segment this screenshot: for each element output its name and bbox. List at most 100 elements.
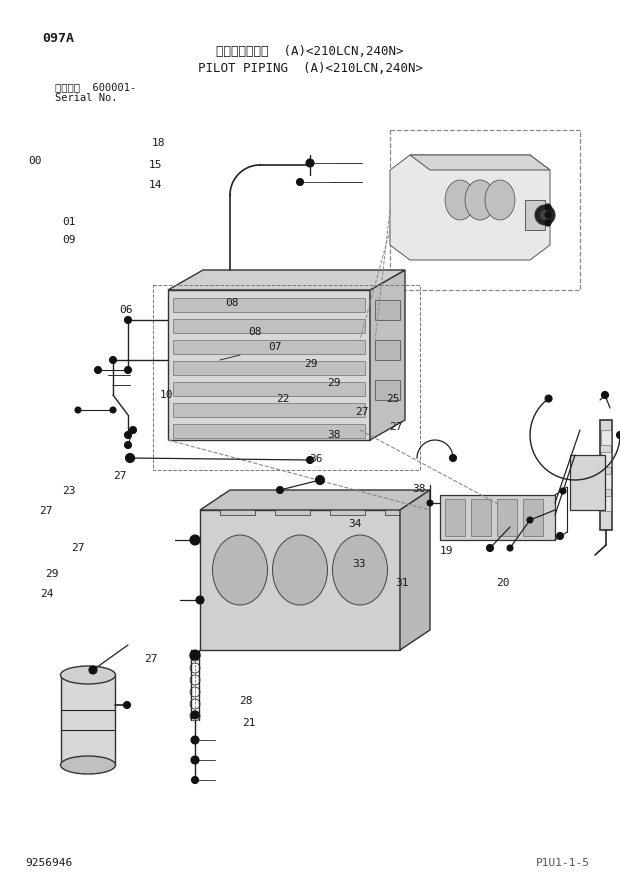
Polygon shape bbox=[471, 499, 491, 536]
Polygon shape bbox=[525, 200, 545, 230]
Circle shape bbox=[306, 159, 314, 167]
Text: パイロット配管  (A)<210LCN,240N>: パイロット配管 (A)<210LCN,240N> bbox=[216, 45, 404, 58]
Polygon shape bbox=[168, 290, 370, 440]
Text: P1U1-1-5: P1U1-1-5 bbox=[536, 858, 590, 868]
Polygon shape bbox=[570, 455, 605, 510]
Circle shape bbox=[110, 357, 117, 364]
Polygon shape bbox=[601, 474, 611, 489]
Circle shape bbox=[560, 488, 566, 494]
Polygon shape bbox=[370, 270, 405, 440]
Circle shape bbox=[507, 545, 513, 551]
Circle shape bbox=[190, 535, 200, 545]
Ellipse shape bbox=[465, 180, 495, 220]
Polygon shape bbox=[385, 495, 420, 515]
Text: 10: 10 bbox=[160, 390, 174, 399]
Circle shape bbox=[196, 596, 204, 604]
Circle shape bbox=[191, 736, 199, 744]
Circle shape bbox=[545, 204, 551, 210]
Circle shape bbox=[450, 455, 456, 462]
Text: 適用号機  600001-: 適用号機 600001- bbox=[55, 82, 136, 92]
Text: 34: 34 bbox=[348, 519, 362, 529]
Text: 097A: 097A bbox=[42, 32, 74, 45]
Text: 15: 15 bbox=[149, 160, 162, 170]
Circle shape bbox=[110, 407, 116, 413]
Ellipse shape bbox=[61, 666, 115, 684]
Polygon shape bbox=[61, 675, 115, 765]
Polygon shape bbox=[497, 499, 517, 536]
Text: 38: 38 bbox=[327, 430, 340, 440]
Polygon shape bbox=[330, 495, 365, 515]
Circle shape bbox=[277, 486, 283, 493]
Text: 28: 28 bbox=[239, 696, 252, 706]
Circle shape bbox=[191, 756, 199, 764]
Polygon shape bbox=[173, 319, 365, 333]
Text: 08: 08 bbox=[225, 298, 239, 307]
Circle shape bbox=[535, 205, 555, 225]
Polygon shape bbox=[200, 490, 430, 510]
Polygon shape bbox=[173, 361, 365, 375]
Polygon shape bbox=[600, 420, 612, 530]
Polygon shape bbox=[390, 155, 550, 260]
Polygon shape bbox=[173, 298, 365, 312]
Circle shape bbox=[125, 432, 131, 439]
Polygon shape bbox=[375, 300, 400, 320]
Circle shape bbox=[545, 395, 552, 402]
Text: 08: 08 bbox=[248, 327, 262, 336]
Text: 27: 27 bbox=[389, 422, 403, 432]
Circle shape bbox=[75, 407, 81, 413]
Circle shape bbox=[545, 220, 551, 226]
Ellipse shape bbox=[273, 535, 327, 605]
Polygon shape bbox=[173, 382, 365, 396]
Text: 31: 31 bbox=[396, 578, 409, 588]
Text: 06: 06 bbox=[119, 305, 133, 314]
Text: 14: 14 bbox=[149, 180, 162, 189]
Text: 01: 01 bbox=[62, 217, 76, 227]
Text: 36: 36 bbox=[309, 454, 322, 463]
Text: 27: 27 bbox=[71, 543, 85, 553]
Text: 19: 19 bbox=[440, 546, 454, 555]
Polygon shape bbox=[173, 403, 365, 417]
Polygon shape bbox=[173, 424, 365, 438]
Polygon shape bbox=[445, 499, 465, 536]
Ellipse shape bbox=[445, 180, 475, 220]
Text: 18: 18 bbox=[152, 138, 166, 148]
Text: 38: 38 bbox=[412, 484, 426, 494]
Circle shape bbox=[527, 517, 533, 523]
Circle shape bbox=[616, 432, 620, 439]
Circle shape bbox=[125, 442, 131, 449]
Text: 29: 29 bbox=[45, 569, 58, 579]
Text: 21: 21 bbox=[242, 718, 255, 728]
Text: 20: 20 bbox=[496, 578, 510, 588]
Polygon shape bbox=[375, 340, 400, 360]
Circle shape bbox=[130, 427, 136, 434]
Circle shape bbox=[89, 666, 97, 674]
Text: 29: 29 bbox=[327, 378, 340, 388]
Text: 29: 29 bbox=[304, 359, 317, 369]
Polygon shape bbox=[410, 155, 550, 170]
Polygon shape bbox=[601, 496, 611, 511]
Circle shape bbox=[191, 711, 199, 719]
Text: 24: 24 bbox=[40, 589, 54, 598]
Text: 09: 09 bbox=[62, 235, 76, 244]
Ellipse shape bbox=[61, 756, 115, 774]
Text: 22: 22 bbox=[276, 394, 290, 404]
Polygon shape bbox=[400, 490, 430, 650]
Circle shape bbox=[190, 650, 200, 660]
Polygon shape bbox=[375, 380, 400, 400]
Text: Serial No.: Serial No. bbox=[55, 93, 118, 103]
Polygon shape bbox=[173, 340, 365, 354]
Circle shape bbox=[125, 366, 131, 373]
Polygon shape bbox=[220, 495, 255, 515]
Text: 27: 27 bbox=[39, 506, 53, 516]
Text: 27: 27 bbox=[144, 654, 158, 664]
Circle shape bbox=[125, 316, 131, 323]
Polygon shape bbox=[523, 499, 543, 536]
Text: 00: 00 bbox=[28, 156, 42, 166]
Text: 27: 27 bbox=[355, 407, 368, 417]
Polygon shape bbox=[440, 495, 555, 540]
Text: 9256946: 9256946 bbox=[25, 858, 73, 868]
Circle shape bbox=[125, 454, 135, 463]
Polygon shape bbox=[601, 430, 611, 445]
Text: 33: 33 bbox=[352, 559, 366, 569]
Text: 27: 27 bbox=[113, 471, 127, 481]
